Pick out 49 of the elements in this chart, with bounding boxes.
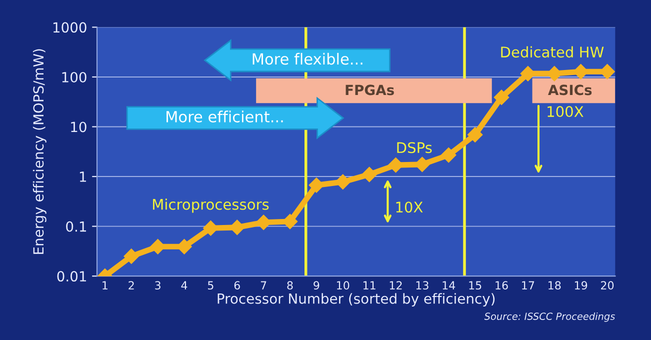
- x-tick-label: 19: [574, 281, 588, 290]
- x-tick-label: 3: [155, 281, 160, 290]
- point: [362, 166, 377, 182]
- y-tick-label: 10: [71, 122, 86, 132]
- x-tick-label: 17: [522, 281, 534, 290]
- x-tick-label: 4: [181, 281, 188, 290]
- annotation: DSPs: [397, 142, 432, 154]
- y-tick-label: 1000: [53, 22, 86, 33]
- y-tick-label: 0.01: [57, 271, 86, 282]
- x-tick-label: 18: [548, 281, 561, 290]
- annotation: 10X: [396, 202, 423, 213]
- annotation: 100X: [548, 106, 584, 118]
- point: [308, 178, 324, 193]
- point: [573, 64, 588, 80]
- x-tick-label: 9: [314, 281, 320, 290]
- annotation: FPGAs: [346, 84, 394, 96]
- point: [468, 127, 483, 142]
- x-tick-label: 14: [442, 281, 456, 290]
- x-tick-label: 15: [469, 281, 482, 290]
- annotation: Dedicated HW: [501, 46, 604, 58]
- annotation: Microprocessors: [153, 198, 269, 213]
- x-tick-label: 20: [601, 281, 614, 290]
- x-tick-label: 8: [287, 281, 293, 290]
- x-tick-label: 7: [260, 281, 266, 290]
- point: [150, 239, 166, 254]
- source-note: Source: ISSCC Proceedings: [484, 312, 615, 322]
- annotation: More flexible...: [252, 52, 362, 65]
- y-tick-label: 0.1: [66, 221, 86, 232]
- point: [441, 147, 456, 163]
- annotation: ASICs: [548, 84, 592, 96]
- point: [124, 248, 139, 264]
- annotation: More efficient...: [166, 110, 283, 122]
- point: [494, 90, 510, 105]
- x-tick-label: 16: [496, 281, 508, 290]
- x-axis-title: Processor Number (sorted by efficiency): [218, 293, 495, 307]
- y-tick-label: 1: [80, 172, 86, 182]
- y-axis-title: Energy efficiency (MOPS/mW): [32, 49, 46, 254]
- x-tick-label: 2: [128, 281, 134, 290]
- x-tick-label: 12: [390, 281, 402, 290]
- point: [335, 174, 350, 190]
- x-tick-label: 13: [416, 281, 428, 290]
- point: [414, 156, 430, 172]
- point: [230, 220, 245, 235]
- x-tick-label: 10: [337, 281, 350, 290]
- x-tick-label: 1: [102, 281, 108, 290]
- x-tick-label: 6: [234, 281, 240, 290]
- x-tick-label: 5: [208, 281, 214, 290]
- y-tick-label: 100: [62, 72, 86, 82]
- x-tick-label: 11: [363, 281, 376, 290]
